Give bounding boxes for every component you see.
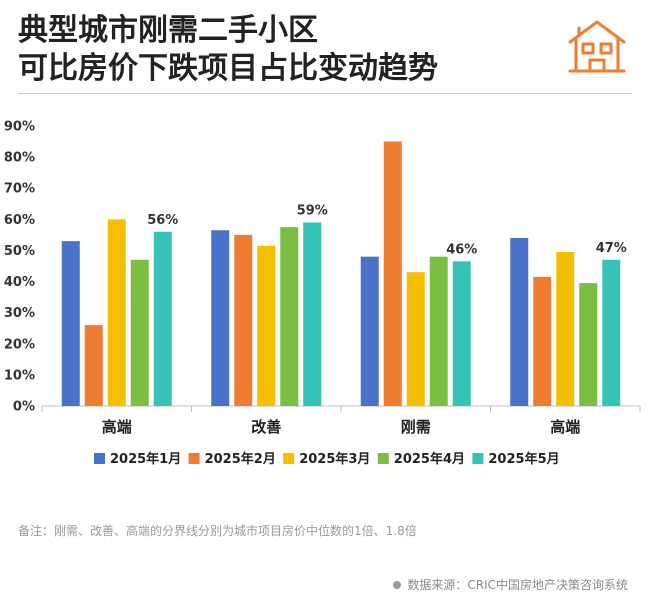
data-label: 59%	[297, 203, 328, 218]
data-label: 46%	[446, 242, 477, 257]
bar	[234, 234, 253, 406]
bar	[360, 256, 379, 406]
data-label: 56%	[147, 213, 178, 228]
bar	[579, 283, 598, 406]
legend-label: 2025年5月	[488, 451, 559, 467]
legend-swatch	[283, 453, 295, 464]
source-note: 数据来源：CRIC中国房地产决策咨询系统	[393, 576, 628, 593]
bar	[257, 245, 276, 406]
bar	[556, 252, 575, 406]
dot-icon	[393, 581, 402, 589]
source-text: 数据来源：CRIC中国房地产决策咨询系统	[407, 578, 628, 592]
bar	[602, 259, 621, 406]
legend-swatch	[94, 453, 105, 464]
bar-chart: 0% 10% 20% 30% 40% 50% 60% 70% 80% 90% 高端 改善 刚需 高端 56%…	[4, 120, 641, 467]
y-tick-label: 50%	[4, 244, 35, 259]
y-tick-label: 10%	[4, 368, 35, 383]
x-tick-label: 高端	[102, 418, 132, 436]
legend-label: 2025年1月	[110, 451, 181, 467]
bar	[107, 219, 126, 406]
bar	[510, 238, 529, 406]
footnote: 备注：刚需、改善、高端的分界线分别为城市项目房价中位数的1倍、1.8倍	[18, 524, 417, 538]
y-tick-label: 30%	[4, 306, 35, 321]
y-tick-label: 60%	[4, 213, 35, 228]
x-tick-label: 改善	[251, 418, 281, 436]
x-tick-label: 刚需	[401, 418, 431, 436]
legend-label: 2025年2月	[205, 451, 276, 467]
bar	[84, 325, 103, 406]
bar	[153, 231, 172, 406]
house-icon	[568, 20, 626, 73]
bar	[429, 256, 448, 406]
title-line-1: 典型城市刚需二手小区	[18, 13, 318, 48]
bar	[211, 230, 230, 406]
y-tick-label: 0%	[13, 400, 35, 415]
bar	[280, 227, 299, 406]
title-divider	[18, 93, 632, 94]
bar	[61, 241, 80, 406]
bar	[383, 141, 402, 407]
chart-title: 典型城市刚需二手小区 可比房价下跌项目占比变动趋势	[18, 12, 538, 88]
legend-swatch	[472, 453, 484, 464]
legend-swatch	[377, 453, 389, 464]
title-line-2: 可比房价下跌项目占比变动趋势	[18, 51, 438, 86]
bar	[452, 261, 471, 406]
legend-swatch	[188, 453, 200, 464]
y-tick-label: 20%	[4, 337, 35, 352]
y-tick-label: 40%	[4, 275, 35, 290]
legend-label: 2025年3月	[299, 451, 370, 467]
y-tick-label: 80%	[4, 151, 35, 166]
x-tick-label: 高端	[550, 418, 580, 436]
y-tick-label: 90%	[4, 120, 35, 135]
data-label: 47%	[596, 241, 627, 256]
bar	[130, 259, 149, 406]
legend-label: 2025年4月	[394, 451, 465, 467]
bar	[406, 272, 425, 406]
bar	[303, 222, 322, 406]
y-tick-label: 70%	[4, 182, 35, 197]
bar	[533, 276, 552, 406]
